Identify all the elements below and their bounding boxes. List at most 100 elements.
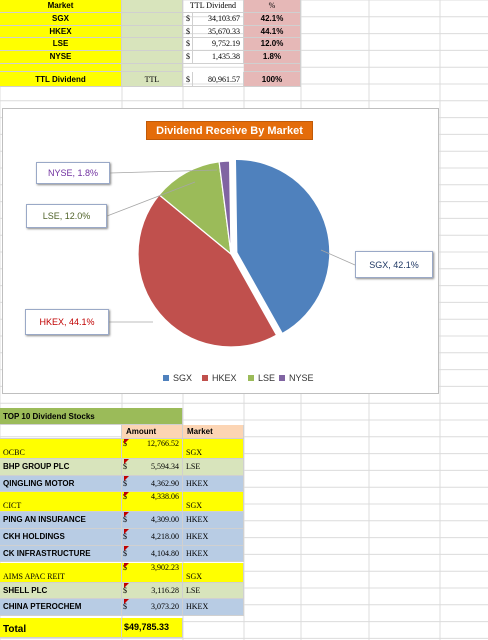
stock-market: SGX [183,439,244,459]
stock-market: LSE [183,582,244,600]
total-amount: 80,961.57 [193,72,244,87]
stock-amount: 5,594.34 [132,459,183,476]
legend-swatch-hkex [202,375,208,381]
comment-indicator-icon[interactable] [124,459,129,464]
summary-pct: 1.8% [244,51,301,64]
stock-name: SHELL PLC [0,582,122,600]
comment-indicator-icon[interactable] [124,582,129,588]
stock-amount: 3,073.20 [132,599,183,616]
pie-slice-nyse[interactable] [218,160,232,255]
stock-name: CK INFRASTRUCTURE [0,545,122,563]
summary-currency: $ [183,25,193,39]
stock-currency: $ [122,545,132,563]
stock-amount: 4,218.00 [132,529,183,546]
summary-blank [122,12,183,26]
total-label: TTL Dividend [0,72,122,87]
summary-spacer [244,64,301,72]
data-label-hkex-text: HKEX, 44.1% [39,317,95,327]
legend-nyse: NYSE [279,373,314,383]
summary-market: HKEX [0,25,122,39]
top10-title: TOP 10 Dividend Stocks [0,408,183,425]
total-currency: $ [183,72,193,87]
data-label-sgx-text: SGX, 42.1% [369,259,419,270]
header-pct: % [244,0,301,13]
data-label-nyse: NYSE, 1.8% [36,162,110,184]
stock-market: LSE [183,459,244,476]
legend-swatch-nyse [279,375,285,381]
comment-indicator-icon[interactable] [124,599,129,605]
summary-market: LSE [0,38,122,52]
stock-market: SGX [183,492,244,513]
pie-slice-lse[interactable] [158,161,232,256]
summary-pct: 44.1% [244,25,301,39]
header-market: Market [0,0,122,13]
stock-name: CICT [0,492,122,513]
comment-indicator-icon[interactable] [124,439,129,444]
summary-blank [122,38,183,52]
stock-currency: $ [122,512,132,530]
summary-amount: 35,670.33 [193,25,244,39]
stock-market: HKEX [183,545,244,563]
summary-currency: $ [183,12,193,26]
summary-blank [122,51,183,64]
stock-amount: 4,309.00 [132,512,183,530]
stock-currency: $ [122,582,132,600]
stock-market: HKEX [183,475,244,493]
leader-line [320,249,356,266]
stock-name: CHINA PTEROCHEM [0,599,122,616]
stock-amount: 3,116.28 [132,582,183,600]
chart-title-text: Dividend Receive By Market [156,124,303,137]
legend-label-sgx: SGX [173,373,193,383]
data-label-sgx: SGX, 42.1% [355,251,433,278]
pie-slice-hkex[interactable] [137,194,278,348]
top10-header-blank [0,425,122,439]
legend-swatch-sgx [163,375,169,381]
summary-market: NYSE [0,51,122,64]
summary-market: SGX [0,12,122,26]
summary-blank [122,25,183,39]
legend-swatch-lse [248,375,254,381]
stock-amount: 12,766.52 [132,439,183,459]
stock-market: HKEX [183,512,244,530]
comment-indicator-icon[interactable] [124,512,129,518]
summary-spacer [0,64,122,72]
top10-header-amount: Amount [122,425,183,439]
data-label-lse: LSE, 12.0% [26,204,107,228]
pie-slice-sgx[interactable] [234,158,331,335]
comment-indicator-icon[interactable] [124,545,129,551]
pie-chart[interactable]: Dividend Receive By Market NYSE, 1.8% LS… [2,108,439,394]
comment-indicator-icon[interactable] [124,475,129,481]
data-label-hkex: HKEX, 44.1% [25,309,109,335]
header-blank [122,0,183,13]
legend-label-nyse: NYSE [289,373,314,383]
stock-name: QINGLING MOTOR [0,475,122,493]
comment-indicator-icon[interactable] [124,562,129,568]
summary-amount: 34,103.67 [193,12,244,26]
leader-line [109,169,218,174]
stock-currency: $ [122,529,132,546]
legend-lse: LSE [248,373,275,383]
stock-market: SGX [183,562,244,583]
leader-line [106,181,196,217]
legend-label-lse: LSE [258,373,276,383]
summary-spacer [122,64,183,72]
top10-header-market: Market [183,425,244,439]
summary-currency: $ [183,51,193,64]
comment-indicator-icon[interactable] [124,529,129,535]
stock-market: HKEX [183,529,244,546]
total-pct: 100% [244,72,301,87]
legend-label-hkex: HKEX [212,373,237,383]
chart-title: Dividend Receive By Market [146,121,313,140]
legend-sgx: SGX [163,373,192,383]
stock-amount: 3,902.23 [132,562,183,583]
data-label-lse-text: LSE, 12.0% [42,211,91,221]
stock-name: AIMS APAC REIT [0,562,122,583]
stock-name: PING AN INSURANCE [0,512,122,530]
comment-indicator-icon[interactable] [124,492,129,498]
stock-currency: $ [122,599,132,616]
total-stocks-amount: $49,785.33 [122,617,183,638]
stock-amount: 4,362.90 [132,475,183,493]
summary-amount: 9,752.19 [193,38,244,52]
summary-pct: 12.0% [244,38,301,52]
summary-pct: 42.1% [244,12,301,26]
